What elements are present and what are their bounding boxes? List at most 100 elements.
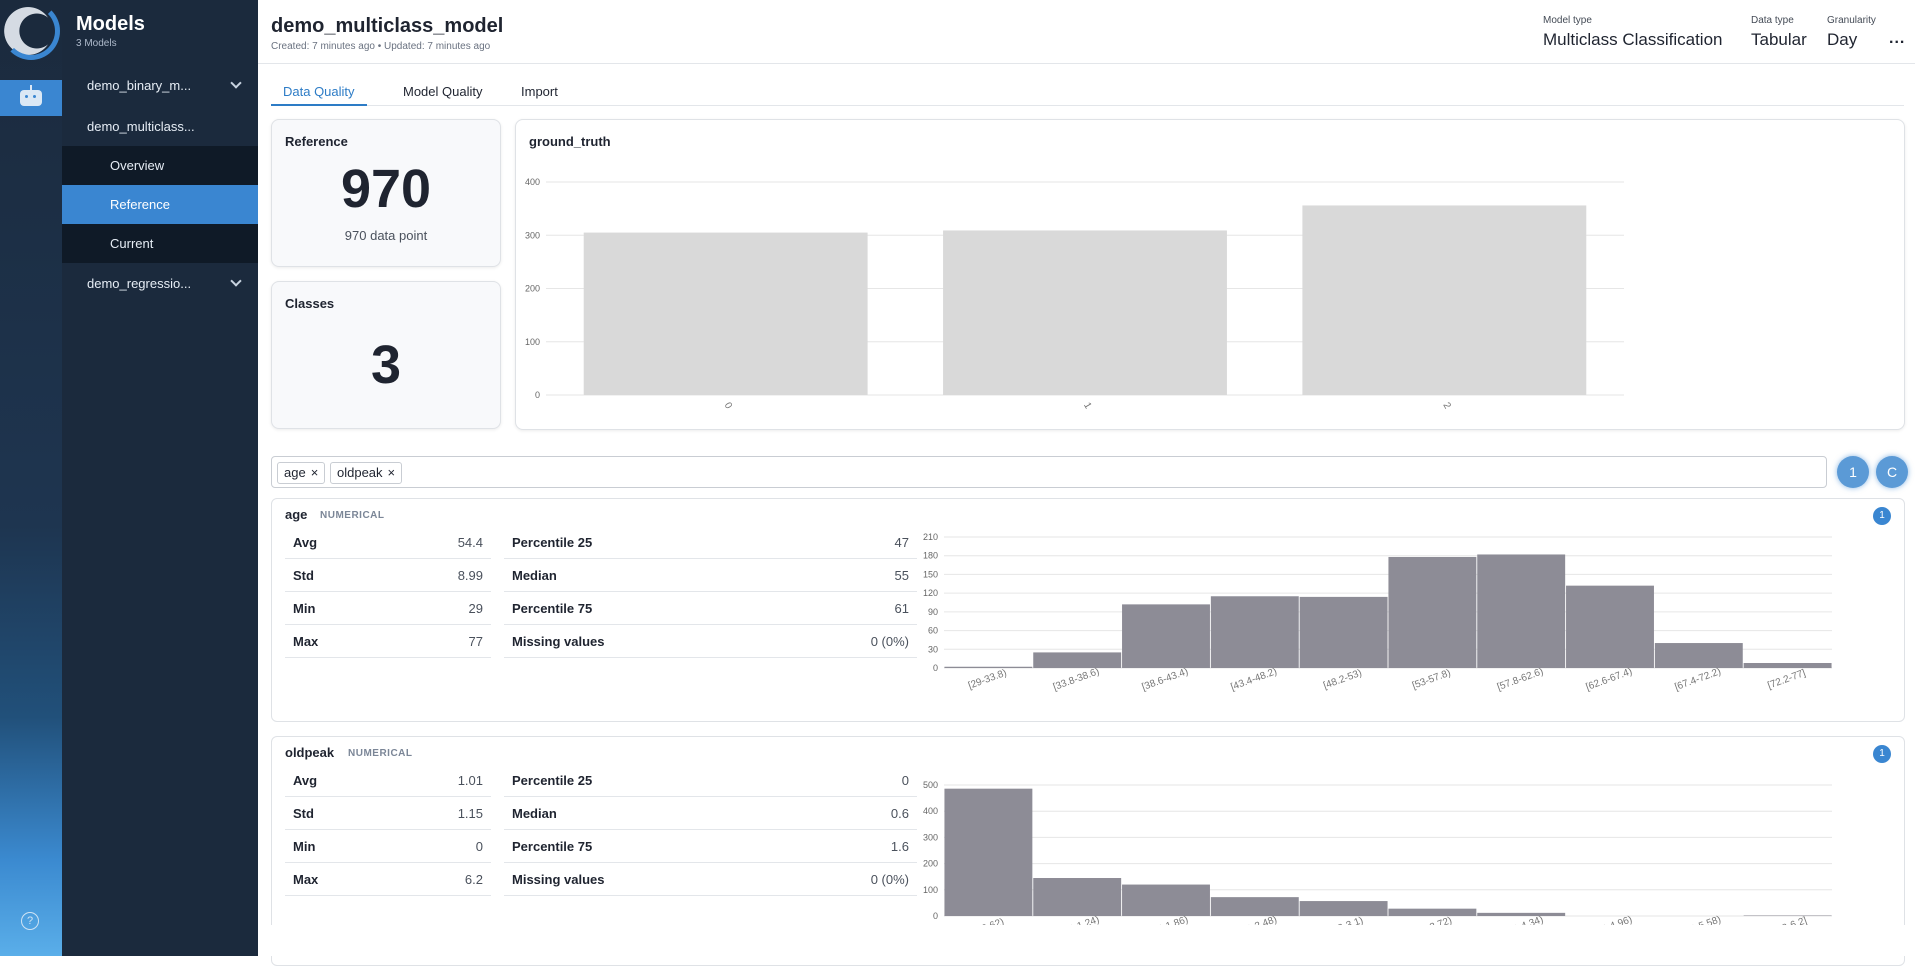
y-tick-label: 60	[928, 626, 938, 636]
stat-value: 77	[468, 634, 483, 649]
x-tick-label: 2	[1440, 401, 1453, 412]
classes-count: 3	[370, 335, 402, 395]
stat-row: Std 8.99	[285, 559, 491, 592]
y-tick-label: 300	[525, 230, 540, 240]
stat-row: Std 1.15	[285, 797, 491, 830]
tab-import[interactable]: Import	[521, 84, 558, 99]
y-tick-label: 90	[928, 607, 938, 617]
x-tick-label: [53-57.8)	[1411, 668, 1452, 692]
sidebar-item-reference[interactable]: Reference	[62, 185, 258, 224]
sidebar-title: Models	[76, 13, 145, 35]
stat-key: Percentile 25	[512, 535, 593, 550]
bar[interactable]	[1566, 585, 1654, 668]
reference-card-title: Reference	[285, 134, 348, 149]
close-icon[interactable]: ×	[387, 465, 396, 480]
bar[interactable]	[1210, 897, 1299, 916]
close-icon[interactable]: ×	[310, 465, 319, 480]
bar[interactable]	[1388, 556, 1477, 668]
data-type-value: Tabular	[1751, 30, 1807, 49]
reference-count: 970	[340, 159, 432, 219]
bar[interactable]	[1122, 884, 1210, 916]
x-tick-label: [72.2-77]	[1766, 668, 1807, 692]
feature-panel-age: age NUMERICAL 1 Avg 54.4 Std 8.99 Min 29 Ma…	[271, 498, 1905, 722]
robot-icon	[20, 85, 42, 106]
floating-button-1[interactable]: 1	[1837, 456, 1869, 488]
bar[interactable]	[583, 232, 868, 395]
bar[interactable]	[1743, 663, 1832, 668]
feature-name: age	[285, 507, 308, 522]
sidebar-model-label: demo_multiclass...	[87, 118, 195, 134]
y-tick-label: 400	[525, 177, 540, 187]
feature-filter-input[interactable]: age × oldpeak ×	[271, 456, 1827, 488]
y-tick-label: 120	[923, 588, 938, 598]
stat-row: Max 77	[285, 625, 491, 658]
page-title: demo_multiclass_model	[271, 15, 504, 37]
bar[interactable]	[1210, 596, 1299, 668]
bar[interactable]	[1299, 901, 1388, 916]
stat-row: Percentile 25 0	[504, 764, 917, 797]
stat-key: Std	[293, 806, 314, 821]
bar[interactable]	[1033, 878, 1122, 916]
stat-key: Max	[293, 872, 319, 887]
model-type-label: Model type	[1543, 15, 1592, 26]
ground-truth-chart: 0 100 200 300 400 0 1 2	[525, 177, 1624, 412]
icon-rail: ?	[0, 0, 62, 956]
stat-key: Std	[293, 568, 314, 583]
bar[interactable]	[1388, 908, 1477, 916]
bar[interactable]	[1033, 652, 1122, 668]
stat-value: 0 (0%)	[870, 634, 909, 649]
filter-chip-label: age	[284, 465, 306, 480]
floating-button-c[interactable]: C	[1876, 456, 1908, 488]
stat-value: 0	[901, 773, 909, 788]
stats-table-right: Percentile 25 47 Median 55 Percentile 75 61…	[504, 526, 917, 658]
chevron-down-icon[interactable]	[230, 275, 242, 287]
bar[interactable]	[1477, 912, 1566, 916]
help-icon[interactable]: ?	[21, 912, 39, 930]
sidebar-model-multiclass[interactable]: demo_multiclass...	[62, 106, 258, 146]
filter-chip-age[interactable]: age ×	[277, 462, 326, 484]
feature-count-badge: 1	[1873, 507, 1891, 525]
tab-data-quality[interactable]: Data Quality	[271, 82, 367, 106]
bar[interactable]	[1477, 554, 1566, 668]
feature-count-badge: 1	[1873, 745, 1891, 763]
y-tick-label: 0	[933, 663, 938, 673]
granularity-label: Granularity	[1827, 15, 1876, 26]
bar[interactable]	[1299, 596, 1388, 668]
classes-card-title: Classes	[285, 296, 335, 311]
sidebar-model-label: demo_binary_m...	[87, 77, 192, 93]
stat-key: Avg	[293, 535, 318, 550]
sidebar-item-label: Current	[110, 236, 154, 251]
x-tick-label: [67.4-72.2)	[1673, 666, 1722, 693]
sidebar-item-overview[interactable]: Overview	[62, 146, 258, 185]
bar[interactable]	[1302, 205, 1587, 395]
stat-value: 0 (0%)	[870, 872, 909, 887]
more-options-button[interactable]: ...	[1889, 30, 1906, 47]
x-tick-label: 1	[1081, 401, 1094, 412]
bar[interactable]	[1743, 915, 1832, 916]
y-tick-label: 210	[923, 532, 938, 542]
filter-chip-oldpeak[interactable]: oldpeak ×	[330, 462, 403, 484]
y-tick-label: 500	[923, 780, 938, 790]
granularity-block: Granularity Day	[1827, 15, 1876, 50]
chevron-down-icon[interactable]	[230, 77, 242, 89]
stat-value: 29	[468, 601, 483, 616]
sidebar-item-current[interactable]: Current	[62, 224, 258, 263]
filter-chip-label: oldpeak	[337, 465, 383, 480]
y-tick-label: 200	[923, 859, 938, 869]
y-tick-label: 0	[933, 911, 938, 921]
bar[interactable]	[943, 230, 1227, 395]
sidebar-model-regression[interactable]: demo_regressio...	[62, 263, 258, 303]
bar[interactable]	[1122, 604, 1210, 668]
x-tick-label: [38.6-43.4)	[1141, 666, 1190, 693]
models-nav-button[interactable]	[0, 80, 62, 116]
stat-row: Percentile 25 47	[504, 526, 917, 559]
bar[interactable]	[1654, 643, 1743, 668]
bar[interactable]	[944, 788, 1033, 916]
sidebar-model-binary[interactable]: demo_binary_m...	[62, 65, 258, 105]
bottom-fade	[258, 925, 1915, 956]
page-header: demo_multiclass_model Created: 7 minutes…	[258, 0, 1915, 64]
stats-table-left: Avg 54.4 Std 8.99 Min 29 Max 77	[285, 526, 491, 658]
bar[interactable]	[944, 666, 1033, 668]
x-tick-label: [62.6-67.4)	[1585, 666, 1634, 693]
tab-model-quality[interactable]: Model Quality	[403, 84, 483, 99]
